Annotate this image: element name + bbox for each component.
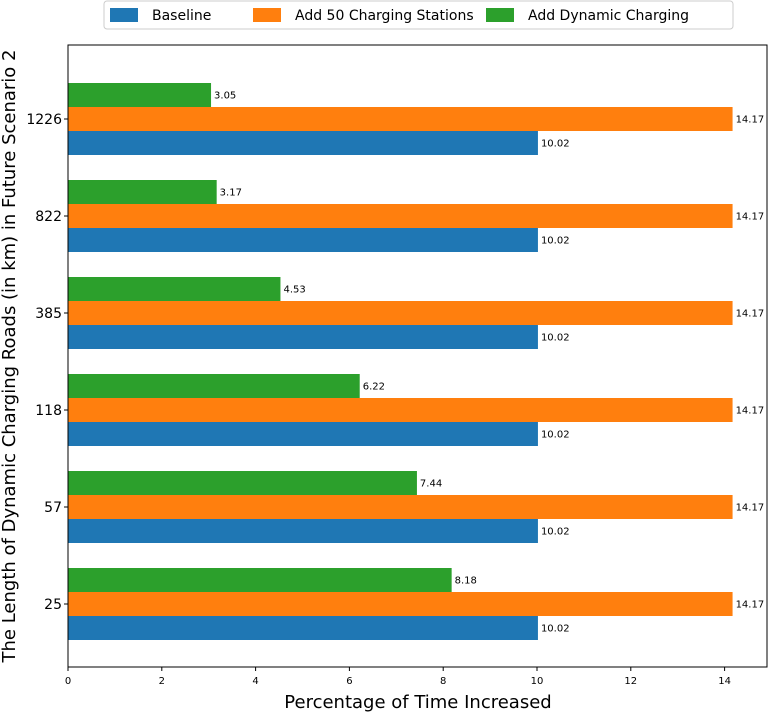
- legend-label-baseline: Baseline: [152, 8, 211, 24]
- data-label-add-50-charging-stations-25: 14.17: [736, 600, 765, 611]
- bar-add-50-charging-stations-118: [68, 398, 733, 422]
- data-label-add-50-charging-stations-1226: 14.17: [736, 115, 765, 126]
- legend-label-add-50-charging-stations: Add 50 Charging Stations: [295, 8, 474, 24]
- bar-add-dynamic-charging-57: [68, 471, 417, 495]
- data-label-add-dynamic-charging-57: 7.44: [420, 479, 442, 490]
- legend-label-add-dynamic-charging: Add Dynamic Charging: [528, 8, 689, 24]
- legend-swatch-add-dynamic-charging: [486, 8, 514, 22]
- plot-frame: [67, 44, 768, 668]
- bar-add-50-charging-stations-57: [68, 495, 733, 519]
- bar-baseline-57: [68, 519, 538, 543]
- x-tick-label-14: 14: [718, 676, 731, 687]
- x-tick-label-4: 4: [252, 676, 258, 687]
- data-label-add-dynamic-charging-822: 3.17: [220, 188, 242, 199]
- data-label-add-dynamic-charging-1226: 3.05: [214, 91, 236, 102]
- data-label-add-50-charging-stations-822: 14.17: [736, 212, 765, 223]
- x-tick-label-10: 10: [531, 676, 544, 687]
- legend-swatch-baseline: [110, 8, 138, 22]
- bar-add-dynamic-charging-822: [68, 180, 217, 204]
- bar-baseline-385: [68, 325, 538, 349]
- y-tick-label-118: 118: [35, 403, 62, 419]
- x-tick-label-0: 0: [65, 676, 71, 687]
- data-label-baseline-822: 10.02: [541, 236, 570, 247]
- legend: Baseline Add 50 Charging Stations Add Dyna…: [103, 0, 734, 30]
- y-axis-title: The Length of Dynamic Charging Roads (in…: [0, 50, 20, 664]
- data-label-add-50-charging-stations-385: 14.17: [736, 309, 765, 320]
- bar-baseline-118: [68, 422, 538, 446]
- x-axis-title: Percentage of Time Increased: [284, 692, 551, 712]
- data-label-baseline-118: 10.02: [541, 430, 570, 441]
- bar-add-50-charging-stations-385: [68, 301, 733, 325]
- x-tick-label-6: 6: [346, 676, 352, 687]
- bar-add-dynamic-charging-1226: [68, 83, 212, 107]
- bar-baseline-1226: [68, 131, 538, 155]
- data-label-baseline-1226: 10.02: [541, 139, 570, 150]
- bar-add-dynamic-charging-25: [68, 568, 452, 592]
- data-label-add-dynamic-charging-385: 4.53: [283, 285, 305, 296]
- y-tick-label-822: 822: [35, 209, 62, 225]
- data-labels: 10.02 14.17 8.18 10.02 14.17 7.44 10.02 14.17 6.…: [214, 91, 764, 635]
- y-tick-label-385: 385: [35, 306, 62, 322]
- y-tick-label-1226: 1226: [26, 112, 62, 128]
- y-tick-label-25: 25: [44, 597, 62, 613]
- x-tick-label-12: 12: [624, 676, 637, 687]
- bar-add-50-charging-stations-1226: [68, 107, 733, 131]
- bar-add-dynamic-charging-385: [68, 277, 281, 301]
- bar-add-50-charging-stations-25: [68, 592, 733, 616]
- x-tick-label-8: 8: [440, 676, 446, 687]
- bars: [68, 83, 733, 640]
- legend-swatch-add-50-charging-stations: [253, 8, 281, 22]
- data-label-add-dynamic-charging-118: 6.22: [363, 382, 385, 393]
- bar-add-dynamic-charging-118: [68, 374, 360, 398]
- bar-baseline-25: [68, 616, 538, 640]
- data-label-baseline-25: 10.02: [541, 624, 570, 635]
- data-label-baseline-385: 10.02: [541, 333, 570, 344]
- bar-baseline-822: [68, 228, 538, 252]
- y-axis: 25 57 118 385 822 1226: [26, 112, 68, 613]
- data-label-add-50-charging-stations-57: 14.17: [736, 503, 765, 514]
- y-tick-label-57: 57: [44, 500, 62, 516]
- bar-add-50-charging-stations-822: [68, 204, 733, 228]
- x-axis: 0 2 4 6 8 10 12 14: [65, 667, 731, 687]
- data-label-add-50-charging-stations-118: 14.17: [736, 406, 765, 417]
- x-tick-label-2: 2: [159, 676, 165, 687]
- data-label-add-dynamic-charging-25: 8.18: [455, 576, 477, 587]
- data-label-baseline-57: 10.02: [541, 527, 570, 538]
